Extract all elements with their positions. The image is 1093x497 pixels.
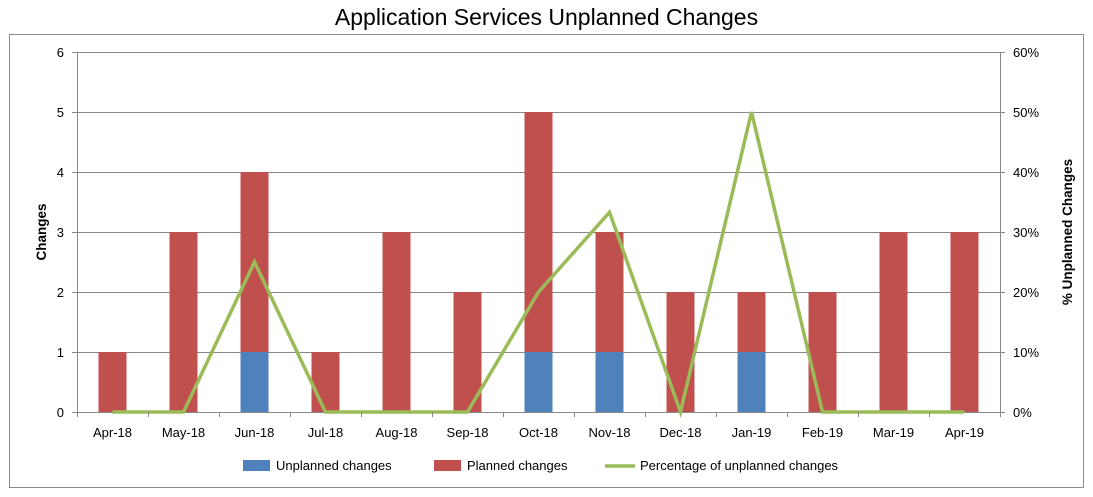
bars bbox=[98, 112, 979, 412]
y2-tick-label: 40% bbox=[1013, 165, 1039, 180]
percentage-line bbox=[112, 111, 965, 419]
unplanned-bar bbox=[240, 352, 269, 412]
planned-bar bbox=[666, 292, 695, 412]
y-tick-label: 0 bbox=[57, 405, 64, 420]
planned-bar bbox=[595, 232, 624, 352]
legend-swatch bbox=[434, 460, 461, 471]
y2-tick-label: 0% bbox=[1013, 405, 1032, 420]
x-tick-label: Sep-18 bbox=[447, 425, 489, 440]
unplanned-bar bbox=[595, 352, 624, 412]
legend: Unplanned changes Planned changes Percenta… bbox=[243, 458, 839, 473]
y2-axis-title: % Unplanned Changes bbox=[1060, 159, 1075, 305]
y2-tick-label: 60% bbox=[1013, 45, 1039, 60]
planned-bar bbox=[524, 112, 553, 352]
x-tick-label: Dec-18 bbox=[660, 425, 702, 440]
planned-bar bbox=[879, 232, 908, 412]
unplanned-bar bbox=[737, 352, 766, 412]
x-tick-label: Nov-18 bbox=[589, 425, 631, 440]
y-tick-label: 3 bbox=[57, 225, 64, 240]
x-tick-label: Mar-19 bbox=[873, 425, 914, 440]
legend-item: Planned changes bbox=[434, 458, 568, 473]
x-tick-label: Jul-18 bbox=[308, 425, 343, 440]
y-tick-label: 1 bbox=[57, 345, 64, 360]
x-tick-label: May-18 bbox=[162, 425, 205, 440]
x-tick-label: Aug-18 bbox=[376, 425, 418, 440]
legend-item: Percentage of unplanned changes bbox=[605, 458, 839, 473]
legend-item: Unplanned changes bbox=[243, 458, 392, 473]
y-tick-label: 4 bbox=[57, 165, 64, 180]
y-tick-label: 6 bbox=[57, 45, 64, 60]
y-tick-label: 2 bbox=[57, 285, 64, 300]
x-tick-label: Oct-18 bbox=[519, 425, 558, 440]
planned-bar bbox=[950, 232, 979, 412]
y2-tick-label: 10% bbox=[1013, 345, 1039, 360]
planned-bar bbox=[453, 292, 482, 412]
chart-frame bbox=[9, 34, 1084, 488]
planned-bar bbox=[311, 352, 340, 412]
unplanned-bar bbox=[524, 352, 553, 412]
legend-label: Planned changes bbox=[467, 458, 568, 473]
planned-bar bbox=[98, 352, 127, 412]
y2-tick-label: 20% bbox=[1013, 285, 1039, 300]
legend-label: Percentage of unplanned changes bbox=[640, 458, 839, 473]
planned-bar bbox=[808, 292, 837, 412]
x-tick-label: Feb-19 bbox=[802, 425, 843, 440]
x-tick-label: Apr-18 bbox=[93, 425, 132, 440]
y2-tick-label: 50% bbox=[1013, 105, 1039, 120]
legend-swatch bbox=[243, 460, 270, 471]
y2-tick-label: 30% bbox=[1013, 225, 1039, 240]
y-axis-title: Changes bbox=[34, 203, 49, 260]
planned-bar bbox=[737, 292, 766, 352]
y-tick-label: 5 bbox=[57, 105, 64, 120]
x-tick-label: Jun-18 bbox=[235, 425, 275, 440]
line-series bbox=[112, 111, 965, 419]
x-tick-label: Apr-19 bbox=[945, 425, 984, 440]
legend-label: Unplanned changes bbox=[276, 458, 392, 473]
planned-bar bbox=[382, 232, 411, 412]
planned-bar bbox=[169, 232, 198, 412]
chart-title: Application Services Unplanned Changes bbox=[334, 4, 759, 30]
x-tick-label: Jan-19 bbox=[732, 425, 772, 440]
